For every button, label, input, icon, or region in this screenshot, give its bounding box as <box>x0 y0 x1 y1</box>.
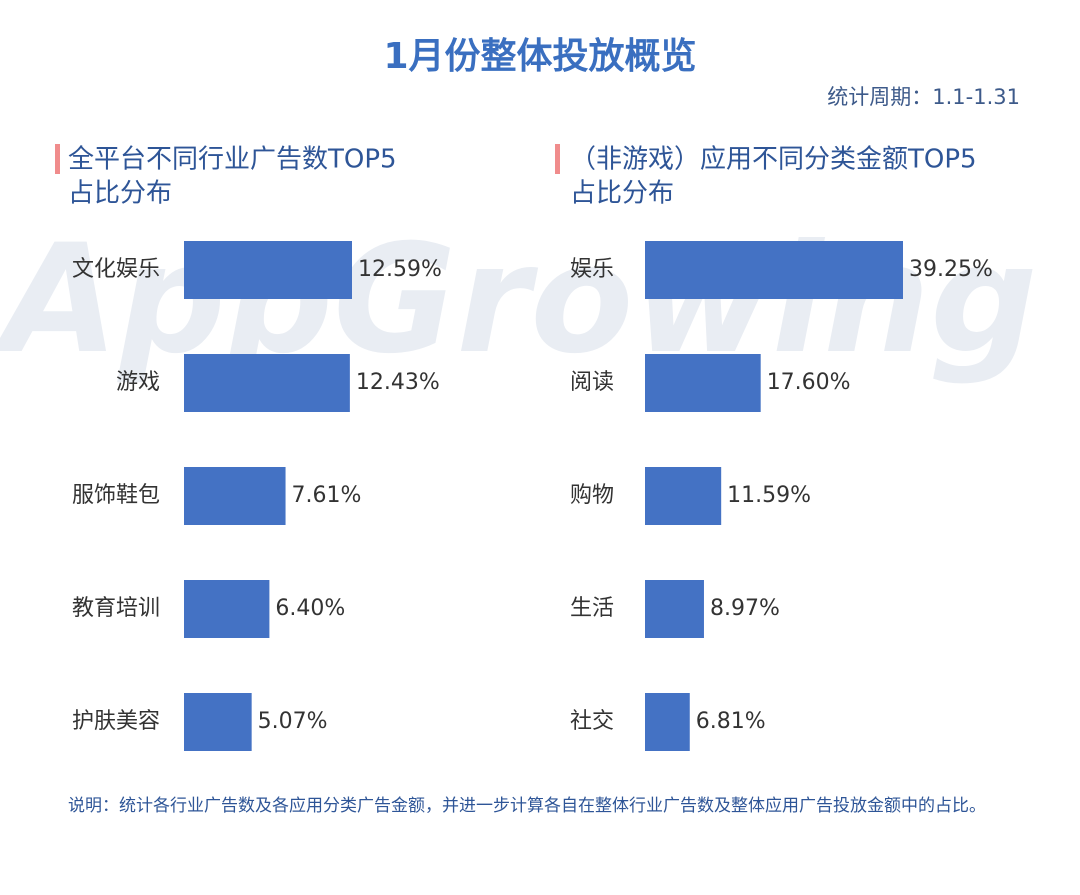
chart-title: 占比分布 <box>570 179 674 209</box>
heading-marker <box>555 144 560 174</box>
bar <box>184 467 286 525</box>
category-label: 购物 <box>570 483 614 508</box>
category-label: 娱乐 <box>570 257 614 282</box>
value-label: 7.61% <box>292 483 362 508</box>
category-label: 社交 <box>570 709 614 734</box>
chart-title: 占比分布 <box>68 179 172 209</box>
bar <box>184 693 252 751</box>
bar <box>645 693 690 751</box>
category-label: 文化娱乐 <box>72 257 160 282</box>
bar <box>645 241 903 299</box>
bar <box>184 241 352 299</box>
value-label: 6.81% <box>696 709 766 734</box>
page-title: 1月份整体投放概览 <box>383 36 696 77</box>
category-label: 服饰鞋包 <box>72 483 160 508</box>
watermark: AppGrowing <box>0 213 1038 387</box>
bar <box>645 467 722 525</box>
chart-title: 全平台不同行业广告数TOP5 <box>68 145 397 175</box>
heading-marker <box>55 144 60 174</box>
bar <box>184 580 270 638</box>
value-label: 17.60% <box>767 370 851 395</box>
value-label: 12.43% <box>356 370 440 395</box>
value-label: 6.40% <box>275 596 345 621</box>
bar <box>184 354 350 412</box>
value-label: 39.25% <box>909 257 993 282</box>
period: 统计周期：1.1-1.31 <box>827 85 1020 109</box>
category-label: 生活 <box>570 596 614 621</box>
value-label: 11.59% <box>727 483 811 508</box>
category-label: 护肤美容 <box>72 709 160 734</box>
category-label: 教育培训 <box>72 596 160 621</box>
value-label: 8.97% <box>710 596 780 621</box>
bar <box>645 580 704 638</box>
bar <box>645 354 761 412</box>
category-label: 游戏 <box>116 370 160 395</box>
value-label: 5.07% <box>258 709 328 734</box>
category-label: 阅读 <box>570 370 614 395</box>
value-label: 12.59% <box>358 257 442 282</box>
note: 说明：统计各行业广告数及各应用分类广告金额，并进一步计算各自在整体行业广告数及整… <box>68 796 986 816</box>
chart-title: （非游戏）应用不同分类金额TOP5 <box>570 145 977 175</box>
